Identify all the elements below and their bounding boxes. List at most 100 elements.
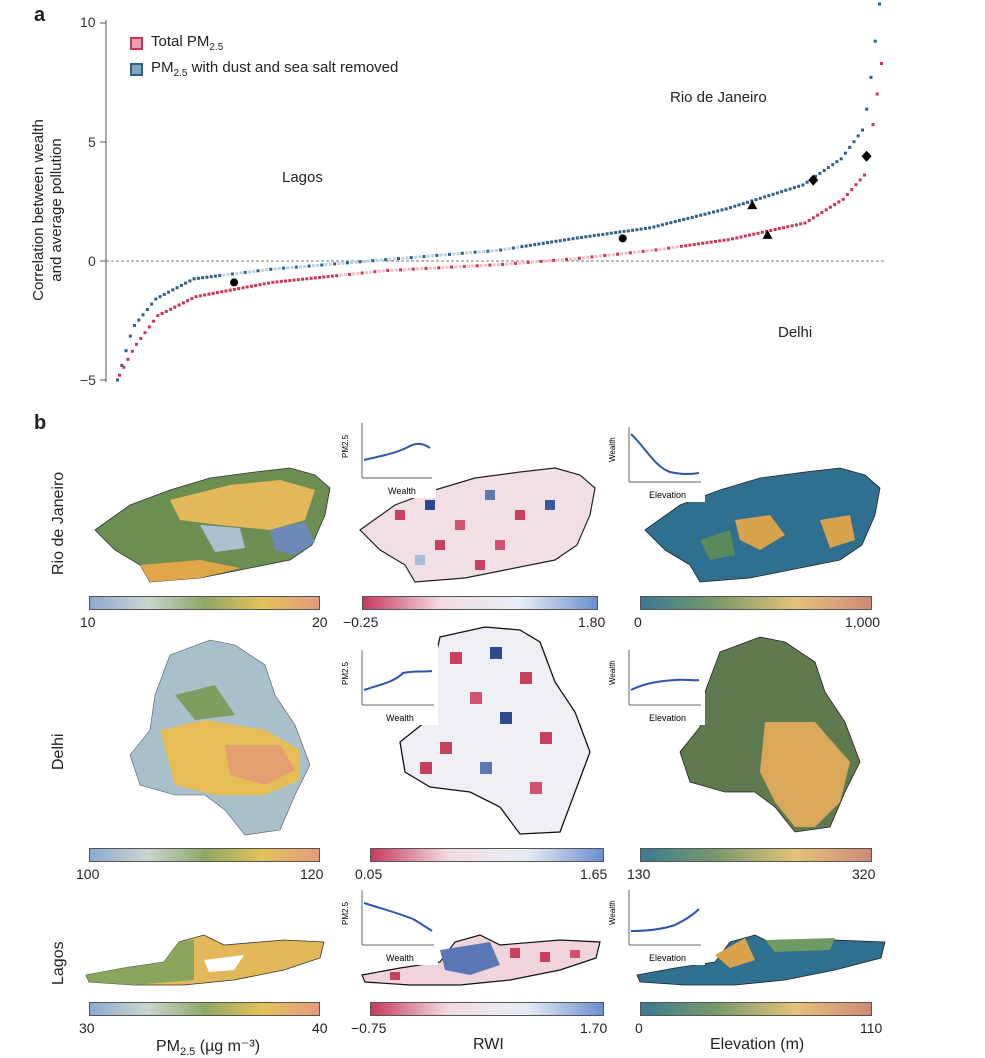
removed-pm-point bbox=[848, 145, 852, 149]
removed-pm-point bbox=[158, 295, 162, 299]
removed-pm-point bbox=[192, 277, 196, 281]
removed-pm-point bbox=[201, 276, 205, 280]
total-pm-point bbox=[871, 123, 875, 127]
removed-pm-point bbox=[443, 253, 447, 257]
city-label-lagos: Lagos bbox=[282, 169, 323, 186]
total-pm-point bbox=[122, 365, 126, 369]
total-pm-point bbox=[271, 280, 275, 284]
removed-pm-point bbox=[303, 264, 307, 268]
removed-pm-point bbox=[533, 243, 537, 247]
cbar-lagos-elev bbox=[640, 1002, 872, 1016]
removed-pm-point bbox=[707, 211, 711, 215]
total-pm-point bbox=[471, 264, 475, 268]
rio-elev-inset: Wealth Elevation bbox=[605, 422, 705, 502]
cbar-delhi-pm-min: 100 bbox=[76, 866, 100, 882]
removed-pm-point bbox=[550, 240, 554, 244]
removed-pm-point bbox=[460, 251, 464, 255]
total-pm-point bbox=[275, 280, 279, 284]
total-pm-point bbox=[714, 240, 717, 243]
total-pm-point bbox=[824, 208, 828, 212]
y-tick-label-10: 10 bbox=[80, 14, 96, 30]
removed-pm-point bbox=[388, 257, 392, 261]
total-pm-point bbox=[777, 227, 781, 231]
removed-pm-point bbox=[252, 269, 256, 273]
removed-pm-point bbox=[797, 184, 801, 188]
removed-pm-point bbox=[801, 183, 805, 187]
removed-pm-point bbox=[124, 349, 128, 353]
removed-pm-point bbox=[239, 271, 243, 275]
removed-pm-point bbox=[660, 223, 664, 227]
removed-pm-point bbox=[873, 39, 877, 43]
total-pm-point bbox=[577, 256, 581, 260]
removed-pm-point bbox=[652, 225, 656, 229]
highlight-marks bbox=[230, 150, 872, 287]
removed-pm-point bbox=[328, 262, 332, 266]
y-tick-label-5: 5 bbox=[88, 134, 96, 150]
col-title-rwi: RWI bbox=[473, 1036, 504, 1053]
removed-pm-point bbox=[614, 231, 618, 235]
removed-pm-point bbox=[175, 286, 179, 290]
removed-pm-point bbox=[120, 363, 124, 367]
total-pm-point bbox=[505, 262, 509, 266]
total-pm-point bbox=[143, 331, 147, 335]
removed-pm-point bbox=[839, 157, 843, 161]
removed-pm-point bbox=[588, 234, 592, 238]
removed-pm-point bbox=[648, 226, 652, 230]
panel-a-letter: a bbox=[34, 4, 46, 26]
removed-pm-point bbox=[665, 222, 669, 226]
cbar-lagos-rwi-max: 1.70 bbox=[580, 1020, 608, 1036]
total-pm-point bbox=[313, 276, 317, 280]
total-pm-point bbox=[633, 250, 637, 254]
delhi-elevation-map bbox=[679, 636, 861, 833]
removed-pm-point bbox=[248, 270, 251, 274]
total-pm-point bbox=[662, 247, 666, 251]
total-pm-point bbox=[560, 258, 564, 262]
removed-pm-point bbox=[563, 238, 566, 242]
row-label-rio: Rio de Janeiro bbox=[50, 471, 67, 575]
total-pm-point bbox=[232, 287, 236, 291]
total-pm-point bbox=[590, 255, 594, 259]
total-pm-point bbox=[850, 188, 854, 192]
total-pm-point bbox=[296, 278, 300, 282]
removed-pm-point bbox=[230, 272, 234, 276]
removed-pm-point bbox=[401, 256, 405, 260]
total-pm-point bbox=[194, 295, 198, 299]
legend: Total PM2.5 PM2.5 with dust and sea salt… bbox=[130, 32, 398, 80]
removed-pm-point bbox=[179, 283, 183, 287]
total-pm-point bbox=[858, 178, 862, 182]
svg-text:Wealth: Wealth bbox=[386, 713, 414, 723]
svg-text:Wealth: Wealth bbox=[608, 660, 617, 685]
removed-pm-point bbox=[358, 260, 362, 264]
total-pm-point bbox=[309, 276, 313, 280]
removed-pm-point bbox=[162, 292, 166, 296]
removed-pm-point bbox=[409, 256, 413, 260]
removed-pm-point bbox=[746, 200, 749, 204]
svg-text:Wealth: Wealth bbox=[386, 953, 414, 963]
total-pm-point bbox=[352, 272, 356, 276]
lagos-elev-inset: Wealth Elevation bbox=[605, 885, 705, 965]
cbar-rio-elev bbox=[640, 596, 872, 610]
total-pm-point bbox=[603, 254, 607, 257]
total-pm-point bbox=[616, 252, 620, 256]
total-pm-point bbox=[250, 284, 253, 288]
removed-pm-point bbox=[673, 220, 677, 224]
removed-pm-point bbox=[341, 261, 345, 265]
rio-triangle-total-marker bbox=[762, 229, 773, 239]
lagos-pm-map bbox=[85, 934, 325, 986]
total-pm-point bbox=[816, 213, 820, 217]
total-pm-point bbox=[279, 279, 283, 283]
total-pm-point bbox=[450, 265, 453, 269]
y-tick-label-0: 0 bbox=[88, 253, 96, 269]
total-pm-point bbox=[684, 244, 688, 248]
total-pm-point bbox=[782, 226, 786, 230]
removed-pm-point bbox=[379, 258, 383, 262]
y-axis-label-line2: and average pollution bbox=[48, 138, 65, 282]
removed-pm-point bbox=[780, 190, 784, 194]
removed-pm-point bbox=[273, 267, 277, 271]
total-pm-point bbox=[552, 258, 556, 262]
cbar-rio-elev-min: 0 bbox=[634, 614, 642, 630]
cbar-rio-rwi-min: −0.25 bbox=[343, 614, 379, 630]
col-title-elev: Elevation (m) bbox=[710, 1036, 805, 1053]
removed-pm-point bbox=[448, 252, 451, 256]
total-pm-point bbox=[241, 286, 245, 290]
